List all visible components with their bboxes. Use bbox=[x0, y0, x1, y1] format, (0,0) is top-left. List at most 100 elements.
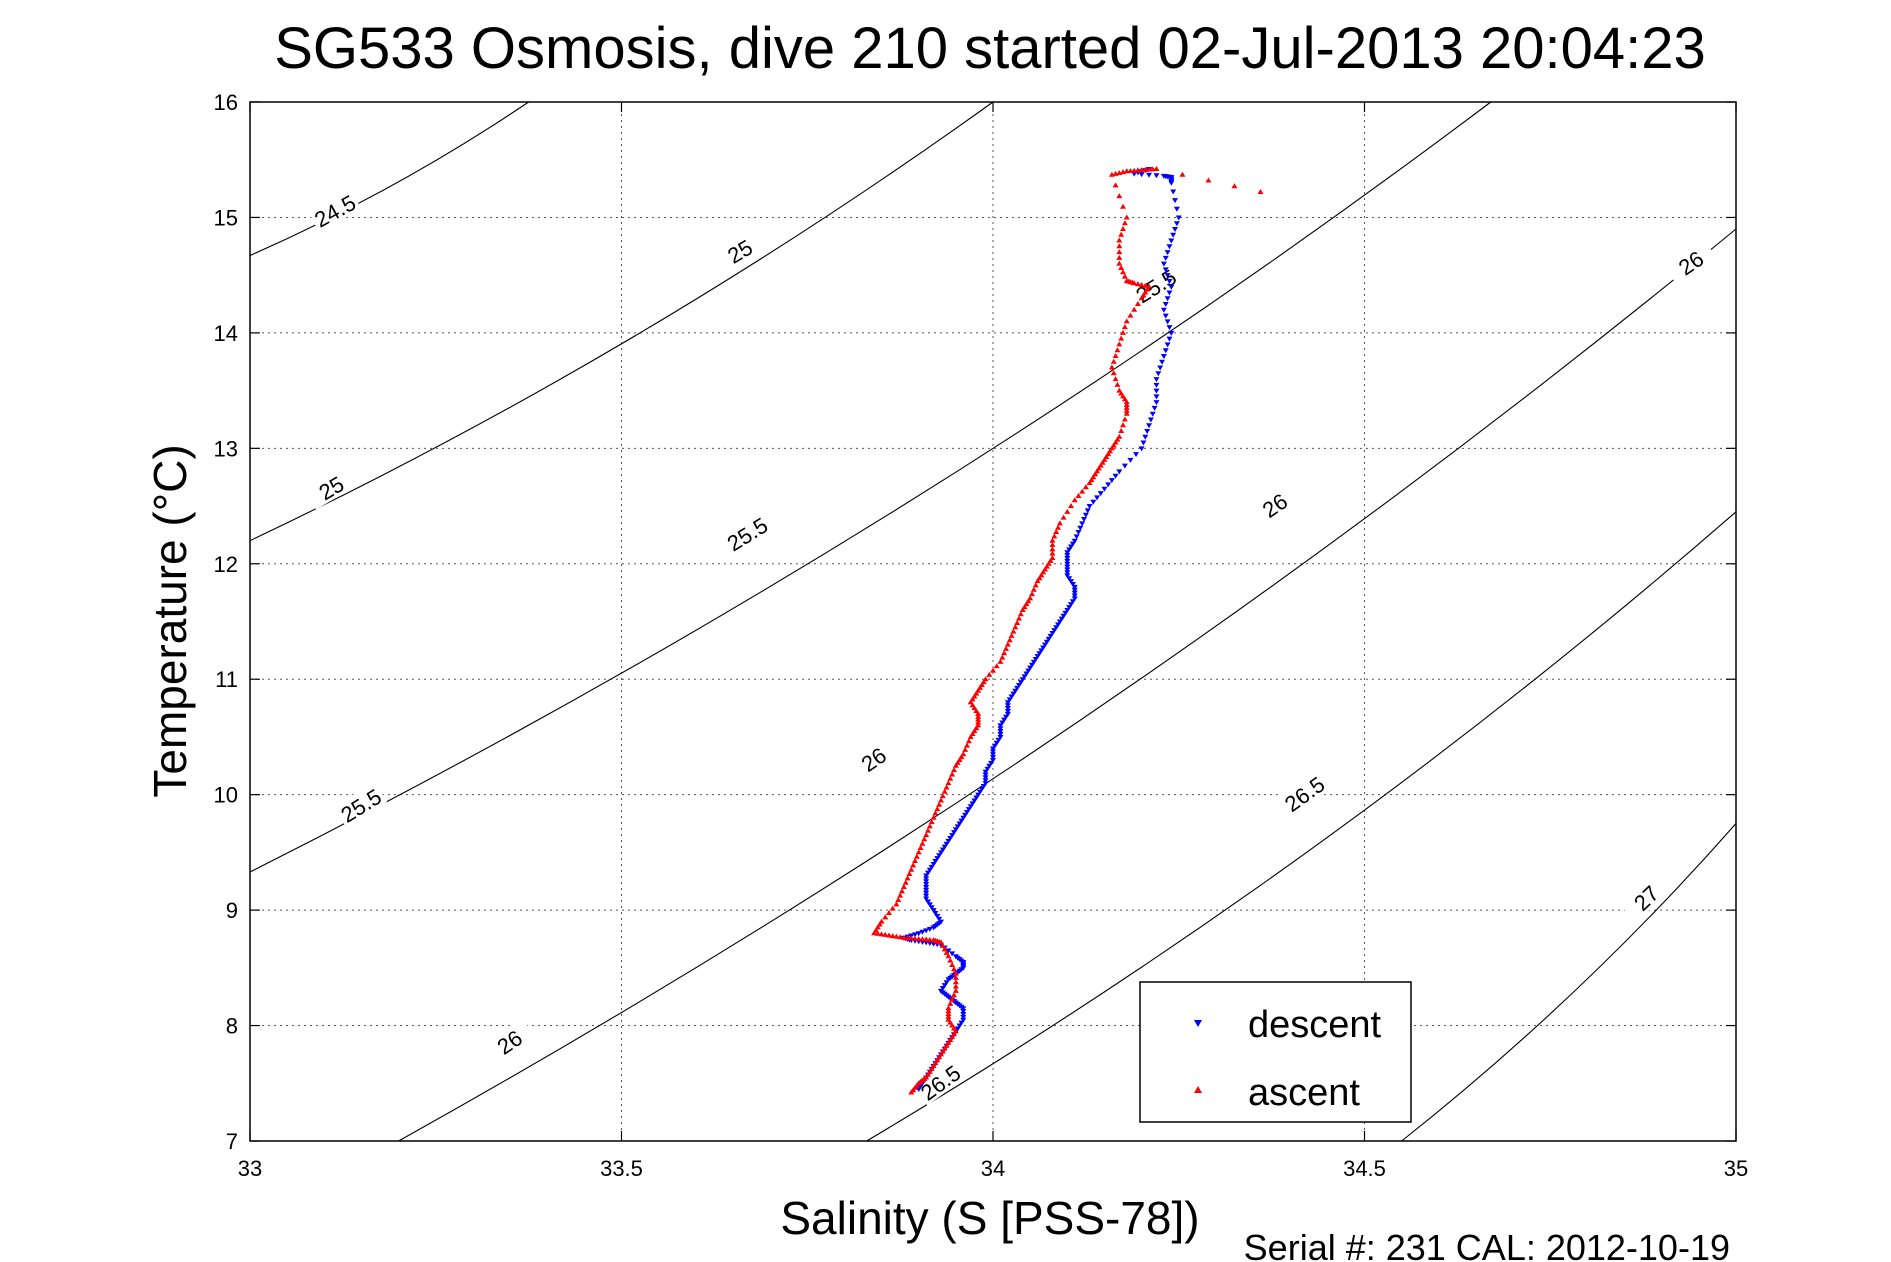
ascent-point bbox=[878, 931, 885, 937]
ascent-point bbox=[1134, 301, 1141, 307]
y-axis-title: Temperature (°C) bbox=[144, 444, 196, 797]
ascent-point bbox=[990, 667, 996, 673]
descent-point bbox=[978, 786, 985, 792]
descent-point bbox=[1164, 319, 1171, 325]
ascent-point bbox=[1086, 479, 1093, 485]
descent-point bbox=[1006, 697, 1013, 703]
ascent-point bbox=[1029, 591, 1036, 597]
ascent-point bbox=[1110, 370, 1117, 376]
descent-point bbox=[960, 1006, 967, 1012]
ascent-point bbox=[882, 931, 889, 937]
ascent-point bbox=[1114, 347, 1121, 353]
descent-point bbox=[1021, 674, 1028, 680]
density-contour-line bbox=[249, 101, 529, 257]
ascent-point bbox=[952, 979, 959, 985]
descent-point bbox=[945, 977, 952, 983]
descent-point bbox=[956, 821, 963, 827]
ascent-point bbox=[975, 716, 982, 722]
descent-point bbox=[982, 781, 989, 787]
ascent-point bbox=[1110, 358, 1117, 364]
descent-point bbox=[1166, 244, 1173, 250]
descent-point bbox=[963, 809, 970, 815]
descent-series bbox=[900, 166, 1182, 1093]
descent-point bbox=[945, 838, 952, 844]
ascent-point bbox=[949, 771, 956, 777]
ascent-point bbox=[1153, 165, 1160, 171]
footer-serial-cal: Serial #: 231 CAL: 2012-10-19 bbox=[1244, 1227, 1730, 1262]
descent-point bbox=[1064, 558, 1071, 564]
descent-point bbox=[1069, 581, 1076, 587]
descent-point bbox=[1004, 703, 1011, 709]
descent-point bbox=[971, 798, 978, 804]
descent-point bbox=[960, 815, 967, 821]
descent-point bbox=[934, 913, 941, 919]
ascent-point bbox=[945, 1005, 952, 1011]
descent-point bbox=[1004, 708, 1011, 714]
density-contour-line bbox=[1401, 823, 1737, 1142]
legend-ascent-label: ascent bbox=[1248, 1072, 1360, 1114]
ascent-point bbox=[975, 710, 982, 716]
descent-point bbox=[1168, 238, 1175, 244]
ascent-point bbox=[952, 970, 959, 976]
ascent-point bbox=[950, 992, 957, 998]
ascent-point bbox=[882, 914, 889, 920]
descent-point bbox=[960, 1014, 967, 1020]
ascent-point bbox=[897, 892, 904, 898]
ascent-point bbox=[1114, 381, 1121, 387]
x-tick-label: 33.5 bbox=[600, 1156, 643, 1181]
ascent-point bbox=[986, 671, 993, 677]
ascent-point bbox=[1131, 280, 1138, 286]
ascent-point bbox=[1123, 402, 1130, 408]
descent-point bbox=[1166, 278, 1173, 284]
ascent-point bbox=[889, 905, 896, 911]
descent-point bbox=[1003, 714, 1010, 720]
ascent-point bbox=[923, 936, 930, 942]
descent-point bbox=[1121, 463, 1128, 469]
descent-point bbox=[1153, 388, 1160, 394]
descent-point bbox=[1012, 688, 1019, 694]
ascent-point bbox=[1016, 615, 1023, 621]
descent-point bbox=[950, 830, 957, 836]
descent-point bbox=[999, 720, 1006, 726]
descent-point bbox=[1036, 651, 1043, 657]
contour-label-bg bbox=[913, 1057, 967, 1106]
descent-point bbox=[1056, 619, 1063, 625]
descent-point bbox=[1168, 330, 1175, 336]
ascent-point bbox=[1030, 586, 1037, 592]
descent-point bbox=[1151, 405, 1158, 411]
descent-point bbox=[923, 879, 930, 885]
descent-point bbox=[993, 740, 1000, 746]
descent-point bbox=[990, 749, 996, 755]
legend: descent ascent bbox=[1139, 981, 1412, 1123]
chart-title: SG533 Osmosis, dive 210 started 02-Jul-2… bbox=[274, 16, 1706, 81]
descent-point bbox=[1038, 648, 1045, 654]
descent-point bbox=[1069, 541, 1076, 547]
ascent-point bbox=[1231, 183, 1238, 189]
ascent-point bbox=[906, 871, 913, 877]
ascent-point bbox=[945, 1013, 952, 1019]
descent-point bbox=[1034, 654, 1041, 660]
y-tick-label: 14 bbox=[214, 321, 238, 346]
descent-point bbox=[1142, 434, 1149, 440]
ascent-point bbox=[1118, 428, 1125, 434]
contour-label-bg bbox=[482, 1017, 536, 1065]
ascent-point bbox=[1121, 220, 1128, 226]
ascent-point bbox=[1112, 376, 1119, 382]
ascent-point bbox=[939, 942, 946, 948]
descent-point bbox=[980, 784, 987, 790]
ascent-point bbox=[1012, 624, 1019, 630]
descent-point bbox=[1164, 250, 1171, 256]
descent-point bbox=[962, 812, 969, 818]
descent-point bbox=[952, 827, 959, 833]
descent-point bbox=[954, 1026, 961, 1032]
descent-point bbox=[1153, 394, 1160, 400]
ascent-point bbox=[975, 719, 982, 725]
descent-point bbox=[917, 1084, 924, 1090]
descent-point bbox=[1155, 371, 1162, 377]
x-tick-label: 34 bbox=[981, 1156, 1005, 1181]
descent-point bbox=[982, 769, 989, 775]
descent-point bbox=[1101, 486, 1108, 492]
ascent-point bbox=[1146, 166, 1153, 172]
descent-point bbox=[965, 807, 972, 813]
descent-point bbox=[1071, 596, 1078, 602]
